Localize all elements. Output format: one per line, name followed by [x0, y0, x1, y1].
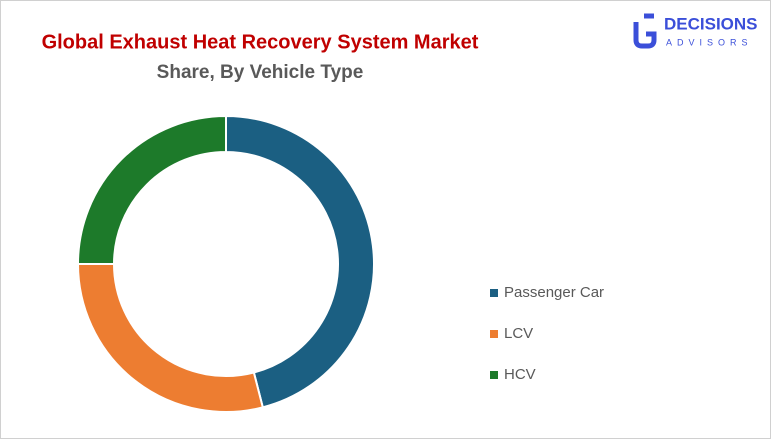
donut-segment: [76, 114, 227, 265]
legend-label: Passenger Car: [504, 284, 604, 301]
legend-swatch: [490, 330, 498, 338]
legend-label: LCV: [504, 325, 533, 342]
logo: DECISIONS ADVISORS: [633, 13, 758, 49]
chart-title: Global Exhaust Heat Recovery System Mark…: [42, 31, 479, 53]
donut-segment: [225, 114, 375, 409]
logo-name: DECISIONS: [664, 14, 758, 33]
legend-swatch: [490, 371, 498, 379]
chart-subtitle: Share, By Vehicle Type: [157, 62, 364, 83]
legend-label: HCV: [504, 366, 536, 383]
logo-icon: [633, 13, 657, 49]
logo-tagline: ADVISORS: [666, 37, 753, 47]
legend-swatch: [490, 289, 498, 297]
